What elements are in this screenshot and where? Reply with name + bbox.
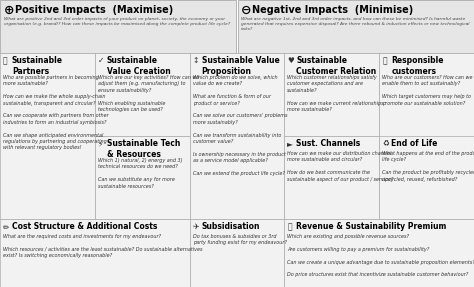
Bar (284, 136, 379, 219)
Text: Subsidisation: Subsidisation (201, 222, 260, 231)
Text: ⊕: ⊕ (4, 4, 15, 17)
Text: Responsible
customers: Responsible customers (391, 56, 444, 76)
Bar (379, 136, 474, 219)
Bar (190, 219, 284, 287)
Text: 👪: 👪 (382, 56, 387, 65)
Text: Sustainable Value
Proposition: Sustainable Value Proposition (201, 56, 279, 76)
Text: What are the required costs and investments for my endeavour?

Which resources /: What are the required costs and investme… (3, 234, 202, 258)
Text: Which are existing and possible revenue sources?

Are customers willing to pay a: Which are existing and possible revenue … (287, 234, 474, 278)
Text: Sustainable Tech
& Resources: Sustainable Tech & Resources (107, 139, 180, 159)
Text: ✏: ✏ (3, 222, 9, 231)
Bar (95, 53, 190, 136)
Text: What happens at the end of the product
life cycle?

Can the product be profitabl: What happens at the end of the product l… (382, 151, 474, 182)
Text: What are positive 2nd and 3rd order impacts of your product on planet, society, : What are positive 2nd and 3rd order impa… (4, 17, 230, 26)
Text: Revenue & Sustainability Premium: Revenue & Sustainability Premium (296, 222, 447, 231)
Bar (238, 0, 474, 53)
Text: Which customer relationships satisfy
customer expectations and are
sustainable?
: Which customer relationships satisfy cus… (287, 75, 384, 112)
Text: Sustainable
Customer Relation: Sustainable Customer Relation (296, 56, 377, 76)
Text: Cost Structure & Additional Costs: Cost Structure & Additional Costs (12, 222, 157, 231)
Bar (0, 0, 236, 53)
Text: Sustainable
Value Creation: Sustainable Value Creation (107, 56, 171, 76)
Bar (0, 53, 95, 219)
Text: ↕: ↕ (192, 56, 199, 65)
Text: ✓: ✓ (98, 56, 104, 65)
Text: Who are our customers? How can we
enable them to act sustainably?

Which target : Who are our customers? How can we enable… (382, 75, 473, 106)
Text: Sustainable
Partners: Sustainable Partners (12, 56, 63, 76)
Bar (0, 219, 190, 287)
Bar (284, 53, 379, 136)
Text: Which are our key activities? How can we
adjust them (e.g. manufacturing) to
ens: Which are our key activities? How can we… (98, 75, 199, 112)
Text: Sust. Channels: Sust. Channels (296, 139, 361, 148)
Text: ⊖: ⊖ (241, 4, 252, 17)
Text: ♻: ♻ (382, 139, 389, 148)
Bar (190, 53, 284, 219)
Text: Do tax bonuses & subsidies or 3rd
party funding exist for my endeavour?: Do tax bonuses & subsidies or 3rd party … (192, 234, 287, 245)
Text: What are negative 1st, 2nd and 3rd order impacts, and how can these be minimised: What are negative 1st, 2nd and 3rd order… (241, 17, 470, 31)
Text: ✈: ✈ (192, 222, 199, 231)
Text: Positive Impacts  (Maximise): Positive Impacts (Maximise) (15, 5, 173, 15)
Text: How can we make our distribution channel
more sustainable and circular?

How do : How can we make our distribution channel… (287, 151, 394, 182)
Text: Who are possible partners in becoming
more sustainable?

How can we make the who: Who are possible partners in becoming mo… (3, 75, 109, 150)
Text: 🐾: 🐾 (3, 56, 8, 65)
Text: ♥: ♥ (287, 56, 294, 65)
Text: Which 1) natural, 2) energy and 3)
technical resources do we need?

Can we subst: Which 1) natural, 2) energy and 3) techn… (98, 158, 182, 189)
Bar (284, 219, 474, 287)
Text: 🔒: 🔒 (287, 222, 292, 231)
Text: Which problem do we solve, which
value do we create?

What are function & form o: Which problem do we solve, which value d… (192, 75, 287, 176)
Text: ►: ► (287, 139, 293, 148)
Text: Negative Impacts  (Minimise): Negative Impacts (Minimise) (252, 5, 413, 15)
Bar (379, 53, 474, 219)
Text: ⚡: ⚡ (98, 139, 103, 148)
Bar (95, 136, 190, 219)
Text: End of Life: End of Life (391, 139, 438, 148)
